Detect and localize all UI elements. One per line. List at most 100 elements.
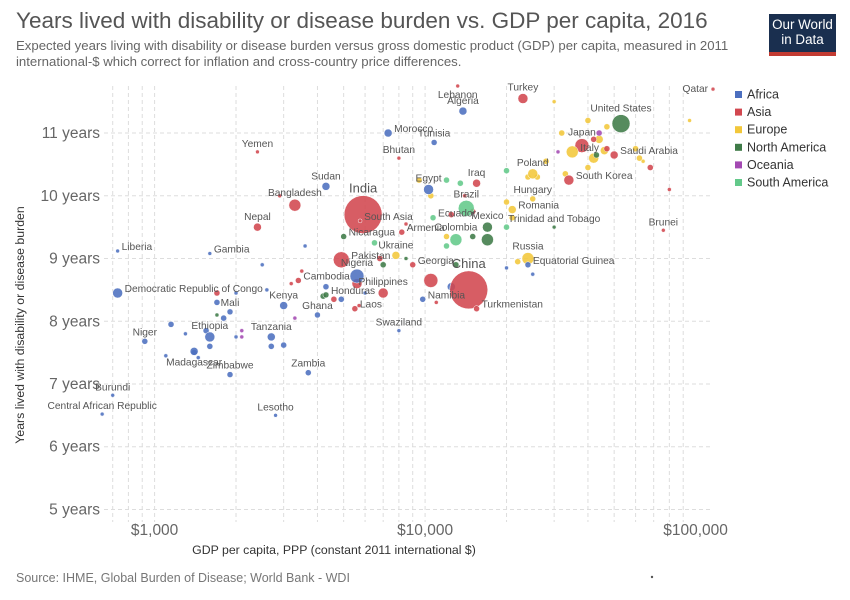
data-point-bangladesh[interactable] (288, 198, 302, 212)
data-point[interactable] (584, 164, 592, 171)
data-point[interactable] (443, 176, 450, 184)
data-point[interactable] (280, 341, 287, 349)
data-point-egypt[interactable] (423, 184, 434, 195)
data-point[interactable] (206, 343, 214, 350)
data-point-madagascar[interactable] (189, 347, 199, 356)
data-point[interactable] (457, 180, 464, 187)
data-point-zimbabwe[interactable] (226, 371, 234, 378)
data-point[interactable] (379, 261, 387, 268)
data-point-namibia[interactable] (419, 296, 426, 303)
data-point[interactable] (376, 255, 383, 262)
legend-item[interactable]: Europe (747, 123, 787, 137)
data-point-lebanon[interactable] (455, 83, 460, 89)
data-point[interactable] (593, 151, 600, 159)
data-point[interactable] (292, 315, 298, 321)
data-point[interactable] (264, 287, 270, 293)
data-point[interactable] (530, 272, 535, 277)
data-point[interactable] (403, 221, 409, 227)
data-point-romania[interactable] (508, 205, 517, 214)
data-point[interactable] (481, 233, 494, 246)
data-point[interactable] (509, 214, 516, 221)
data-point-equatorial-guinea[interactable] (524, 261, 532, 269)
data-point-south-asia[interactable] (357, 218, 363, 224)
data-point[interactable] (503, 198, 510, 206)
data-point-ecuador[interactable] (429, 214, 437, 221)
data-point[interactable] (239, 328, 244, 333)
data-point-south-korea[interactable] (563, 174, 575, 186)
data-point[interactable] (448, 211, 455, 218)
data-point-brunei[interactable] (661, 228, 666, 233)
data-point[interactable] (434, 300, 439, 305)
data-point[interactable] (647, 164, 654, 171)
data-point-zambia[interactable] (305, 369, 312, 376)
data-point[interactable] (213, 289, 221, 297)
data-point-ghana[interactable] (314, 311, 321, 319)
data-point-gambia[interactable] (207, 251, 213, 256)
data-point[interactable] (423, 273, 439, 288)
data-point[interactable] (443, 233, 450, 240)
data-point-colombia[interactable] (449, 233, 463, 246)
data-point[interactable] (322, 283, 330, 290)
data-point[interactable] (504, 265, 509, 271)
data-point-china[interactable] (449, 270, 488, 310)
data-point[interactable] (603, 123, 611, 130)
data-point[interactable] (503, 223, 510, 231)
data-point[interactable] (371, 239, 378, 247)
data-point-turkmenistan[interactable] (473, 305, 480, 312)
data-point[interactable] (667, 187, 672, 192)
legend-item[interactable]: Asia (747, 105, 771, 119)
data-point-laos[interactable] (351, 305, 359, 312)
data-point-armenia[interactable] (398, 228, 406, 236)
data-point[interactable] (443, 242, 450, 250)
data-point[interactable] (239, 334, 244, 340)
data-point[interactable] (558, 129, 565, 137)
legend-item[interactable]: Oceania (747, 158, 794, 172)
owid-logo[interactable]: Our World in Data (769, 14, 836, 56)
data-point[interactable] (555, 149, 561, 155)
data-point-poland[interactable] (527, 168, 538, 180)
data-point[interactable] (542, 158, 550, 165)
data-point[interactable] (640, 159, 646, 164)
data-point-turkey[interactable] (517, 93, 529, 104)
data-point-lesotho[interactable] (273, 413, 278, 418)
data-point[interactable] (403, 256, 409, 261)
data-point-burundi[interactable] (110, 393, 115, 398)
data-point-india[interactable] (343, 195, 383, 234)
data-point-italy[interactable] (566, 145, 579, 159)
data-point-mexico[interactable] (482, 221, 493, 233)
data-point[interactable] (302, 243, 308, 249)
data-point[interactable] (196, 355, 201, 360)
data-point-united-states[interactable] (611, 114, 631, 133)
data-point-morocco[interactable] (383, 128, 393, 138)
data-point[interactable] (260, 262, 265, 267)
data-point[interactable] (503, 167, 510, 174)
data-point-niger[interactable] (141, 338, 149, 345)
data-point-algeria[interactable] (458, 106, 468, 116)
data-point[interactable] (595, 129, 603, 137)
data-point[interactable] (636, 154, 643, 162)
legend-item[interactable]: South America (747, 176, 828, 190)
data-point-tunisia[interactable] (430, 139, 438, 146)
data-point-pakistan[interactable] (333, 251, 350, 269)
data-point[interactable] (551, 99, 557, 104)
data-point[interactable] (214, 312, 220, 318)
data-point-mali[interactable] (226, 308, 234, 316)
legend-item[interactable]: North America (747, 140, 826, 154)
data-point-yemen[interactable] (255, 149, 260, 155)
data-point[interactable] (268, 343, 275, 350)
data-point-honduras[interactable] (322, 291, 330, 299)
data-point-kenya[interactable] (279, 301, 288, 310)
data-point[interactable] (233, 290, 239, 296)
data-point-nepal[interactable] (253, 222, 262, 232)
data-point[interactable] (469, 233, 476, 240)
data-point-cambodia[interactable] (295, 277, 302, 284)
data-point[interactable] (362, 290, 368, 296)
data-point-tanzania[interactable] (267, 332, 276, 342)
data-point[interactable] (462, 193, 467, 198)
data-point[interactable] (632, 145, 639, 152)
data-point[interactable] (213, 299, 221, 306)
data-point[interactable] (289, 281, 294, 286)
data-point[interactable] (299, 268, 304, 274)
data-point[interactable] (452, 261, 460, 268)
data-point-bhutan[interactable] (396, 155, 402, 161)
